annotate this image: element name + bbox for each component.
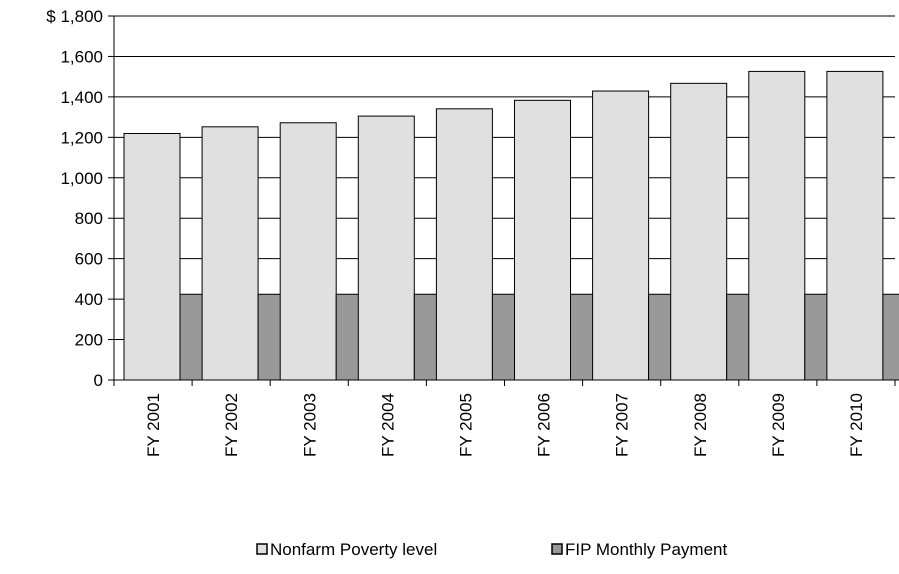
y-tick-label: 0 bbox=[94, 371, 103, 390]
bar-nonfarm-poverty-level bbox=[435, 108, 493, 381]
y-tick-label: 1,200 bbox=[60, 128, 103, 147]
axes bbox=[108, 15, 896, 386]
bar-nonfarm-poverty-level bbox=[357, 115, 415, 381]
bars bbox=[123, 70, 899, 381]
y-tick-label: 1,000 bbox=[60, 169, 103, 188]
y-tick-label: 800 bbox=[75, 209, 103, 228]
x-tick-labels: FY 2001 FY 2002 FY 2003 FY 2004 FY 2005 FY 20… bbox=[144, 393, 866, 457]
x-tick-label: FY 2003 bbox=[300, 393, 319, 457]
bar-nonfarm-poverty-level bbox=[201, 126, 259, 381]
y-tick-label: 600 bbox=[75, 250, 103, 269]
y-tick-label: 1,600 bbox=[60, 47, 103, 66]
x-tick-label: FY 2009 bbox=[769, 393, 788, 457]
bar-fip-monthly-payment bbox=[882, 293, 899, 381]
bar-nonfarm-poverty-level bbox=[123, 132, 181, 381]
y-tick-label: 400 bbox=[75, 290, 103, 309]
x-tick-label: FY 2007 bbox=[613, 393, 632, 457]
y-tick-label: $ 1,800 bbox=[46, 7, 103, 26]
bar-nonfarm-poverty-level bbox=[592, 90, 650, 381]
legend-label: Nonfarm Poverty level bbox=[270, 540, 437, 559]
y-tick-label: 200 bbox=[75, 331, 103, 350]
bar-nonfarm-poverty-level bbox=[748, 70, 806, 381]
x-tick-label: FY 2008 bbox=[691, 393, 710, 457]
bar-nonfarm-poverty-level bbox=[514, 99, 571, 381]
y-tick-label: 1,400 bbox=[60, 88, 103, 107]
bar-nonfarm-poverty-level bbox=[279, 122, 337, 381]
legend-label: FIP Monthly Payment bbox=[565, 540, 727, 559]
legend-swatch bbox=[256, 543, 268, 555]
x-tick-label: FY 2002 bbox=[222, 393, 241, 457]
legend: Nonfarm Poverty level FIP Monthly Payment bbox=[256, 540, 727, 559]
x-tick-label: FY 2004 bbox=[378, 393, 397, 457]
bar-nonfarm-poverty-level bbox=[826, 70, 884, 381]
legend-swatch bbox=[551, 543, 563, 555]
x-tick-label: FY 2010 bbox=[847, 393, 866, 457]
bar-nonfarm-poverty-level bbox=[670, 82, 728, 381]
x-tick-label: FY 2005 bbox=[456, 393, 475, 457]
x-tick-label: FY 2006 bbox=[535, 393, 554, 457]
y-tick-labels: $ 1,800 1,600 1,400 1,200 1,000 800 600 400 200 0 bbox=[46, 7, 103, 390]
x-tick-label: FY 2001 bbox=[144, 393, 163, 457]
